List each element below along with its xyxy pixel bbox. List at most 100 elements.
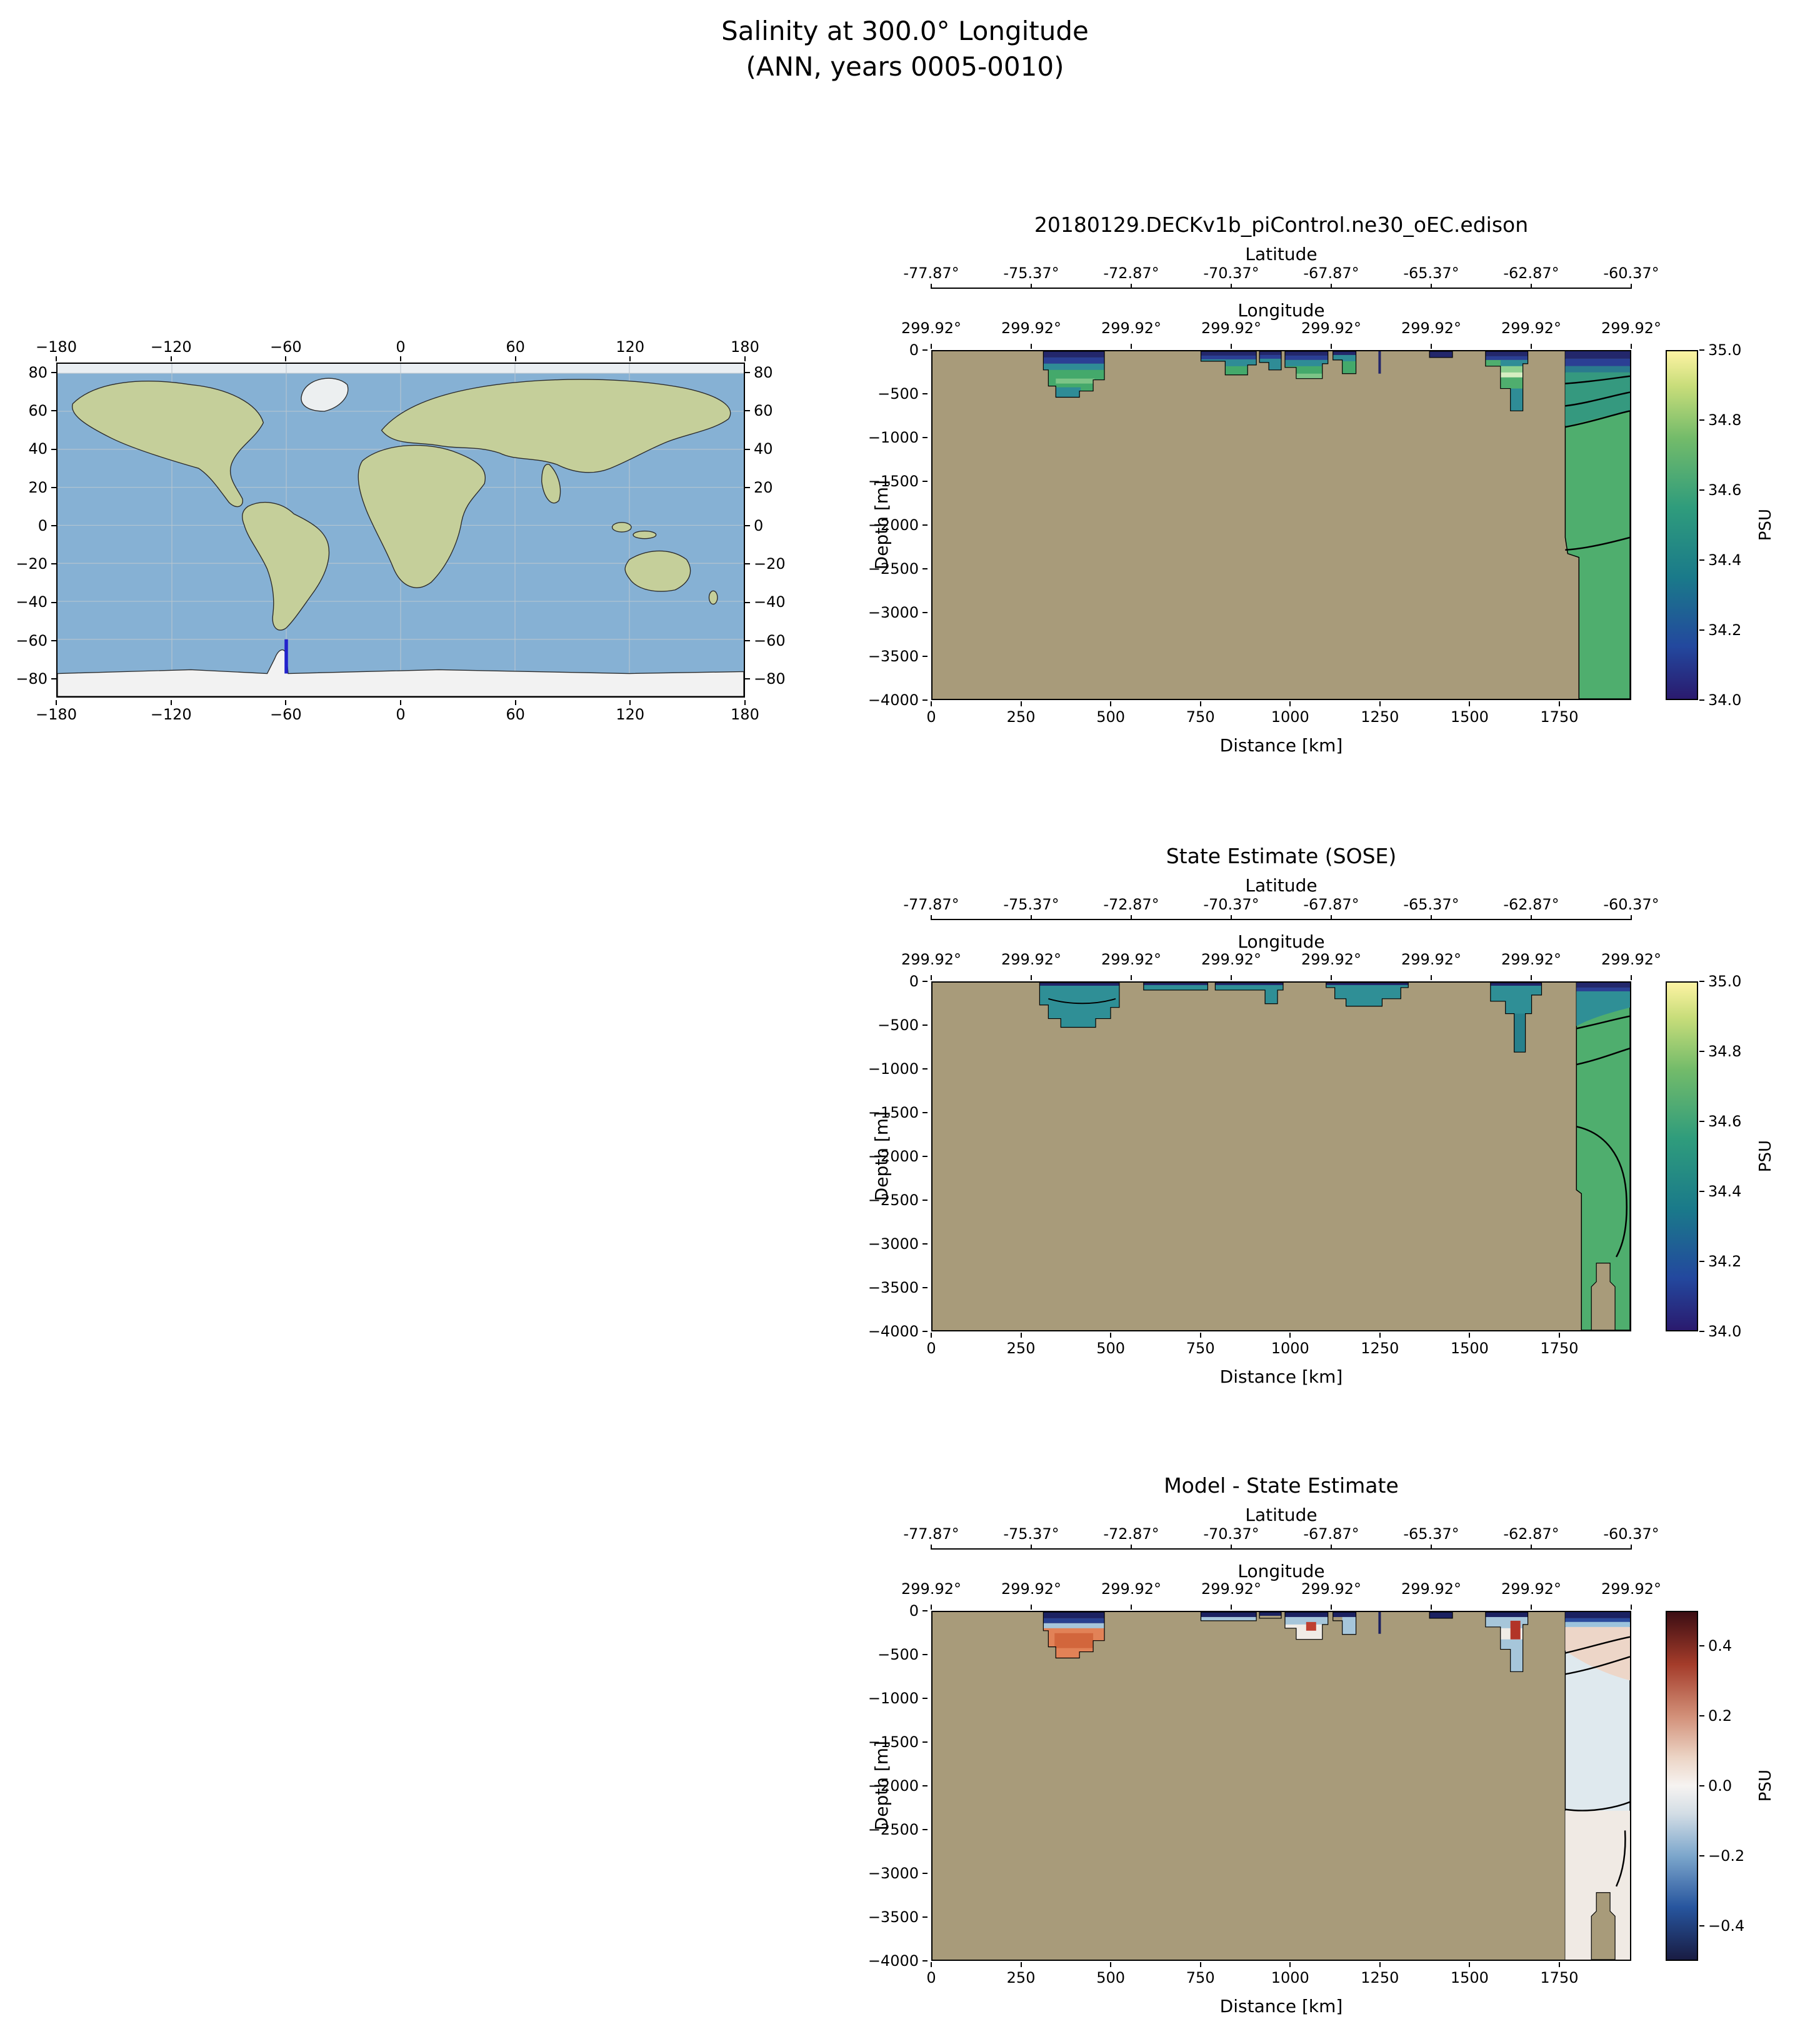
tick-mark — [1699, 1331, 1704, 1332]
panel-sose: State Estimate (SOSE) Latitude -77.87° -7… — [862, 844, 1810, 1394]
diff-heatmap-svg — [932, 1612, 1630, 1960]
tick-mark — [1031, 1545, 1032, 1550]
india — [541, 464, 561, 504]
tick-mark — [922, 1960, 928, 1961]
tick-mark — [1131, 1545, 1132, 1550]
tick-mark — [1699, 1645, 1704, 1646]
colorbar-ticks: 35.0 34.8 34.6 34.4 34.2 34.0 — [1699, 341, 1781, 708]
tick-mark — [1331, 975, 1332, 980]
tick-mark — [922, 1873, 928, 1874]
tick-mark — [1199, 701, 1201, 706]
tick-mark — [931, 1605, 932, 1610]
tick-mark — [170, 356, 172, 361]
continent-south-america — [242, 502, 330, 631]
southeast-asia — [611, 522, 632, 533]
tick-mark — [745, 563, 750, 565]
distance-tick-row: 0 250 500 750 1000 1250 1500 1750 — [926, 701, 1578, 725]
seamount — [1591, 1263, 1616, 1330]
tick-mark — [1031, 284, 1032, 289]
continent-eurasia — [381, 379, 731, 473]
depth-tick-col: 0 −500 −1000 −1500 −2000 −2500 −3000 −3500 −4000 — [862, 973, 928, 1340]
tick-mark — [922, 481, 928, 482]
tick-mark — [1699, 349, 1704, 351]
tick-mark — [1531, 344, 1532, 349]
tick-mark — [1331, 1545, 1332, 1550]
tick-mark — [1531, 915, 1532, 920]
contours — [1565, 375, 1630, 551]
tick-mark — [922, 1287, 928, 1288]
tick-mark — [922, 1025, 928, 1026]
distance-tick-row: 0 250 500 750 1000 1250 1500 1750 — [926, 1333, 1578, 1356]
tick-mark — [56, 700, 57, 705]
tick-mark — [51, 678, 56, 679]
tick-mark — [1031, 975, 1032, 980]
sose-heatmap — [931, 981, 1631, 1331]
panel-title: State Estimate (SOSE) — [1166, 844, 1397, 868]
world-map — [56, 363, 745, 698]
tick-mark — [922, 1698, 928, 1699]
map-y-axis-right: 80 60 40 20 0 −20 −40 −60 −80 — [745, 364, 791, 687]
tick-mark — [922, 1156, 928, 1157]
thin-trough — [1378, 351, 1381, 374]
colorbar-diff — [1666, 1611, 1698, 1961]
tick-mark — [1331, 1605, 1332, 1610]
tick-mark — [922, 1829, 928, 1830]
tick-mark — [1431, 344, 1432, 349]
tick-mark — [1558, 701, 1560, 706]
tick-mark — [922, 699, 928, 701]
tick-mark — [1531, 975, 1532, 980]
tick-mark — [1631, 1605, 1632, 1610]
tick-mark — [1531, 284, 1532, 289]
tick-mark — [1110, 1333, 1112, 1338]
tick-mark — [931, 701, 932, 706]
tick-mark — [1469, 1333, 1471, 1338]
tick-mark — [1131, 284, 1132, 289]
longitude-axis-title: Longitude — [1238, 931, 1325, 952]
tick-mark — [1020, 701, 1022, 706]
tick-mark — [1231, 344, 1232, 349]
tick-mark — [1379, 701, 1381, 706]
shelf-patches — [1042, 351, 1529, 411]
tick-mark — [922, 981, 928, 982]
land-mask — [932, 983, 1630, 1330]
tick-mark — [1699, 559, 1704, 561]
tick-mark — [1699, 1191, 1704, 1192]
tick-mark — [922, 1654, 928, 1655]
tick-mark — [745, 486, 750, 488]
tick-mark — [931, 1333, 932, 1338]
tick-mark — [931, 915, 932, 920]
indonesia — [632, 530, 657, 539]
land-mask — [932, 1612, 1630, 1960]
tick-mark — [745, 448, 750, 450]
tick-mark — [922, 1331, 928, 1332]
thin-trough — [1378, 1612, 1381, 1634]
tick-mark — [922, 612, 928, 613]
colorbar-psu — [1666, 981, 1698, 1331]
tick-mark — [1031, 344, 1032, 349]
model-heatmap — [931, 350, 1631, 700]
tick-mark — [1699, 1715, 1704, 1716]
land-mask — [932, 351, 1630, 699]
tick-mark — [745, 678, 750, 679]
tick-mark — [1699, 1925, 1704, 1926]
open-ocean-column — [1576, 983, 1630, 1330]
tick-mark — [922, 1112, 928, 1113]
tick-mark — [1231, 975, 1232, 980]
tick-mark — [1431, 1545, 1432, 1550]
longitude-tick-row: 299.92° 299.92° 299.92° 299.92° 299.92° 299.9… — [901, 951, 1661, 980]
tick-mark — [922, 1785, 928, 1786]
tick-mark — [1699, 1261, 1704, 1262]
distance-axis-title: Distance [km] — [1219, 1996, 1343, 2016]
tick-mark — [1199, 1333, 1201, 1338]
tick-mark — [922, 568, 928, 569]
tick-mark — [1558, 1333, 1560, 1338]
tick-mark — [922, 656, 928, 657]
tick-mark — [1431, 915, 1432, 920]
latitude-axis-title: Latitude — [1245, 244, 1318, 264]
tick-mark — [922, 1200, 928, 1201]
tick-mark — [1331, 915, 1332, 920]
tick-mark — [1231, 1545, 1232, 1550]
latitude-tick-row: -77.87° -75.37° -72.87° -70.37° -67.87° -65.3… — [903, 1526, 1659, 1550]
tick-mark — [1131, 344, 1132, 349]
seamount — [1591, 1892, 1616, 1960]
